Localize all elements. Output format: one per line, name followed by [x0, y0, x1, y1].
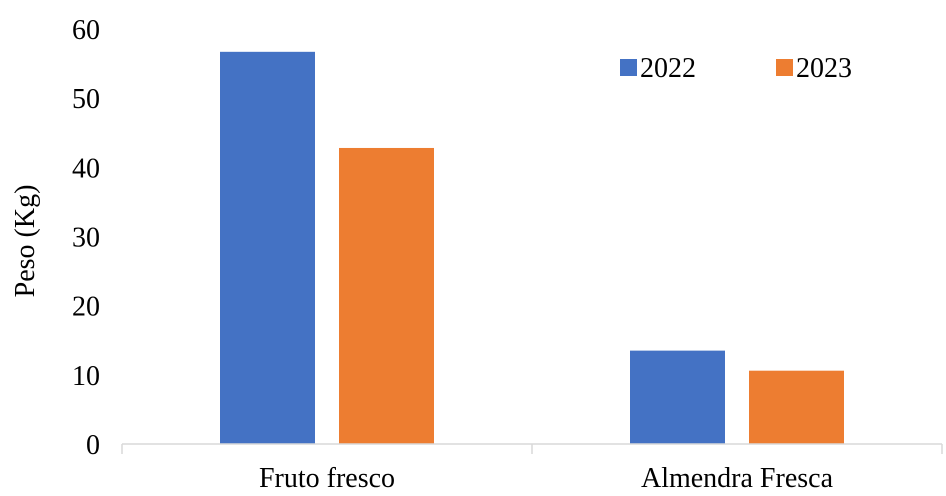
- y-tick-label: 60: [72, 15, 100, 46]
- y-axis-ticks: 0 10 20 30 40 50 60: [72, 15, 100, 461]
- x-axis-ticks: [121, 444, 943, 454]
- y-axis-title-group: Peso (Kg): [10, 185, 41, 298]
- y-tick-label: 30: [72, 223, 100, 254]
- x-category-label: Almendra Fresca: [641, 463, 834, 494]
- legend-label-2022: 2022: [640, 53, 696, 84]
- y-tick-label: 0: [86, 430, 100, 461]
- legend-label-2023: 2023: [796, 53, 852, 84]
- bar-2023-1: [749, 370, 844, 444]
- y-tick-label: 50: [72, 84, 100, 115]
- x-axis-labels: Fruto fresco Almendra Fresca: [259, 463, 834, 494]
- y-tick-label: 10: [72, 361, 100, 392]
- x-category-label: Fruto fresco: [259, 463, 395, 494]
- legend-swatch-2022: [620, 59, 637, 76]
- bar-2022-1: [630, 350, 725, 444]
- legend-swatch-2023: [776, 59, 793, 76]
- y-tick-label: 40: [72, 153, 100, 184]
- bars: [220, 51, 844, 444]
- y-tick-label: 20: [72, 292, 100, 323]
- y-axis-title: Peso (Kg): [10, 185, 41, 298]
- bar-2022-0: [220, 51, 315, 444]
- bar-2023-0: [339, 147, 434, 444]
- legend: 2022 2023: [620, 53, 852, 84]
